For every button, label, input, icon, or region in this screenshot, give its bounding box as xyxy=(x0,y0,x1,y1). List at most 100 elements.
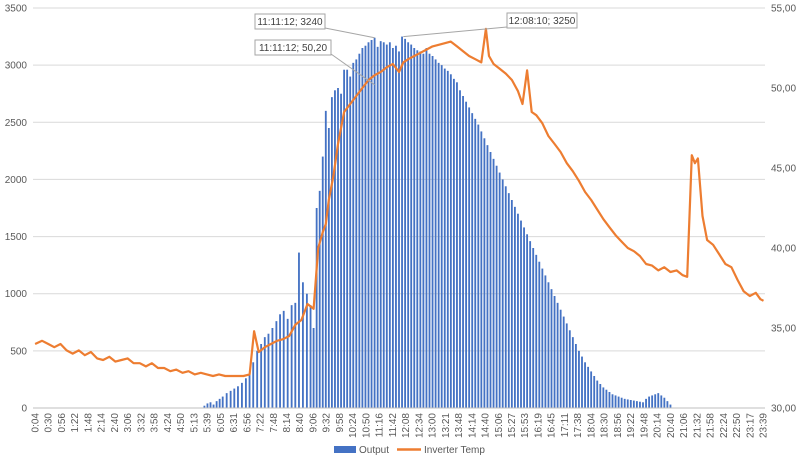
x-tick-label: 22:24 xyxy=(719,413,730,438)
output-bar xyxy=(361,48,364,408)
output-bar xyxy=(382,42,385,409)
output-bar xyxy=(373,37,376,408)
x-tick-label: 17:38 xyxy=(573,413,584,438)
output-bar xyxy=(498,172,501,408)
output-bar xyxy=(263,337,266,408)
output-bar xyxy=(654,394,657,408)
x-axis: 0:04 0:30 0:56 1:22 1:48 2:14 2:40 3:06 3:32 3:58… xyxy=(31,407,770,438)
output-bar xyxy=(407,42,410,409)
output-bar xyxy=(286,318,289,408)
output-bar xyxy=(318,190,321,408)
x-tick-label: 12:34 xyxy=(414,413,425,438)
output-bar xyxy=(302,282,304,408)
output-bar xyxy=(495,165,498,408)
output-bar xyxy=(434,59,437,409)
output-bar xyxy=(541,268,544,408)
x-tick-label: 7:22 xyxy=(256,413,267,433)
output-bar xyxy=(574,344,577,408)
output-bar xyxy=(376,46,379,408)
output-bar xyxy=(225,393,228,408)
x-tick-label: 6:56 xyxy=(242,413,253,433)
x-tick-label: 9:58 xyxy=(335,413,346,433)
output-bar xyxy=(233,388,236,408)
x-tick-label: 23:17 xyxy=(745,413,756,438)
output-bar xyxy=(343,69,346,408)
output-bar xyxy=(471,113,474,409)
output-bar xyxy=(480,131,483,408)
x-tick-label: 6:31 xyxy=(229,413,240,433)
x-tick-label: 11:16 xyxy=(375,413,386,438)
output-bar xyxy=(666,401,669,408)
output-bar xyxy=(651,395,654,408)
x-tick-label: 2:14 xyxy=(97,413,108,433)
output-bar xyxy=(244,378,247,408)
callout-box xyxy=(254,39,332,56)
output-bar xyxy=(212,404,215,408)
output-bar xyxy=(334,90,336,409)
output-bar xyxy=(492,158,495,408)
output-bar xyxy=(324,110,327,408)
y-tick-label: 1500 xyxy=(5,232,28,243)
output-bar xyxy=(248,373,251,408)
output-bar xyxy=(452,78,455,408)
output-bar xyxy=(587,366,590,408)
output-bar xyxy=(252,362,255,408)
legend-label-inverter-temp: Inverter Temp xyxy=(424,445,485,456)
x-tick-label: 11:42 xyxy=(388,413,399,438)
output-bar xyxy=(584,362,586,408)
x-tick-label: 19:48 xyxy=(639,413,650,438)
x-tick-label: 12:08 xyxy=(401,413,412,438)
inverter-temp-line xyxy=(34,27,765,378)
output-bar xyxy=(660,395,663,408)
output-bars xyxy=(203,36,672,409)
x-tick-label: 19:22 xyxy=(626,413,637,438)
output-bar xyxy=(305,293,308,408)
output-bar xyxy=(401,36,403,408)
x-tick-label: 18:56 xyxy=(613,413,624,438)
output-bar xyxy=(538,261,541,408)
output-bar xyxy=(422,53,425,408)
callout-label: 11:11:12; 50,20 xyxy=(259,43,327,54)
output-bar xyxy=(256,350,259,408)
callout-label: 12:08:10; 3250 xyxy=(509,16,576,27)
output-bar xyxy=(446,70,449,408)
output-bar xyxy=(203,405,206,408)
output-bar xyxy=(209,402,212,408)
output-bar xyxy=(431,56,434,408)
output-bar xyxy=(413,48,416,408)
callout-leader xyxy=(403,26,508,38)
y-tick-label: 3000 xyxy=(5,61,28,72)
output-bar xyxy=(513,206,516,408)
x-tick-label: 23:39 xyxy=(759,413,770,438)
output-bar xyxy=(379,41,382,409)
x-tick-label: 7:48 xyxy=(269,413,280,433)
x-tick-label: 0:56 xyxy=(57,413,68,433)
y-axis-right: 30,00 35,00 40,00 45,00 50,00 55,00 xyxy=(771,4,796,415)
output-bar xyxy=(443,68,446,409)
y-tick-label: 0 xyxy=(21,404,27,415)
output-bar xyxy=(626,399,629,408)
output-bar xyxy=(271,328,274,408)
output-bar xyxy=(221,396,224,408)
output-bar xyxy=(468,107,471,408)
y-tick-label: 2500 xyxy=(5,118,28,129)
output-bar xyxy=(321,156,324,408)
x-tick-label: 16:19 xyxy=(533,413,544,438)
output-bar xyxy=(425,48,428,408)
x-tick-label: 6:05 xyxy=(216,413,227,433)
output-bar xyxy=(504,186,507,408)
output-bar xyxy=(599,384,602,408)
legend-label-output: Output xyxy=(359,445,389,456)
x-tick-label: 4:50 xyxy=(176,413,187,433)
y2-tick-label: 30,00 xyxy=(771,404,796,415)
x-tick-label: 0:04 xyxy=(31,413,42,433)
x-tick-label: 3:58 xyxy=(150,413,161,433)
output-bar xyxy=(547,282,550,408)
x-tick-label: 3:32 xyxy=(136,413,147,433)
legend-swatch-output xyxy=(334,446,356,453)
output-bar xyxy=(645,398,647,408)
output-bar xyxy=(391,48,394,408)
x-tick-label: 4:24 xyxy=(163,413,174,433)
output-bar xyxy=(520,220,522,408)
output-bar xyxy=(419,51,422,409)
